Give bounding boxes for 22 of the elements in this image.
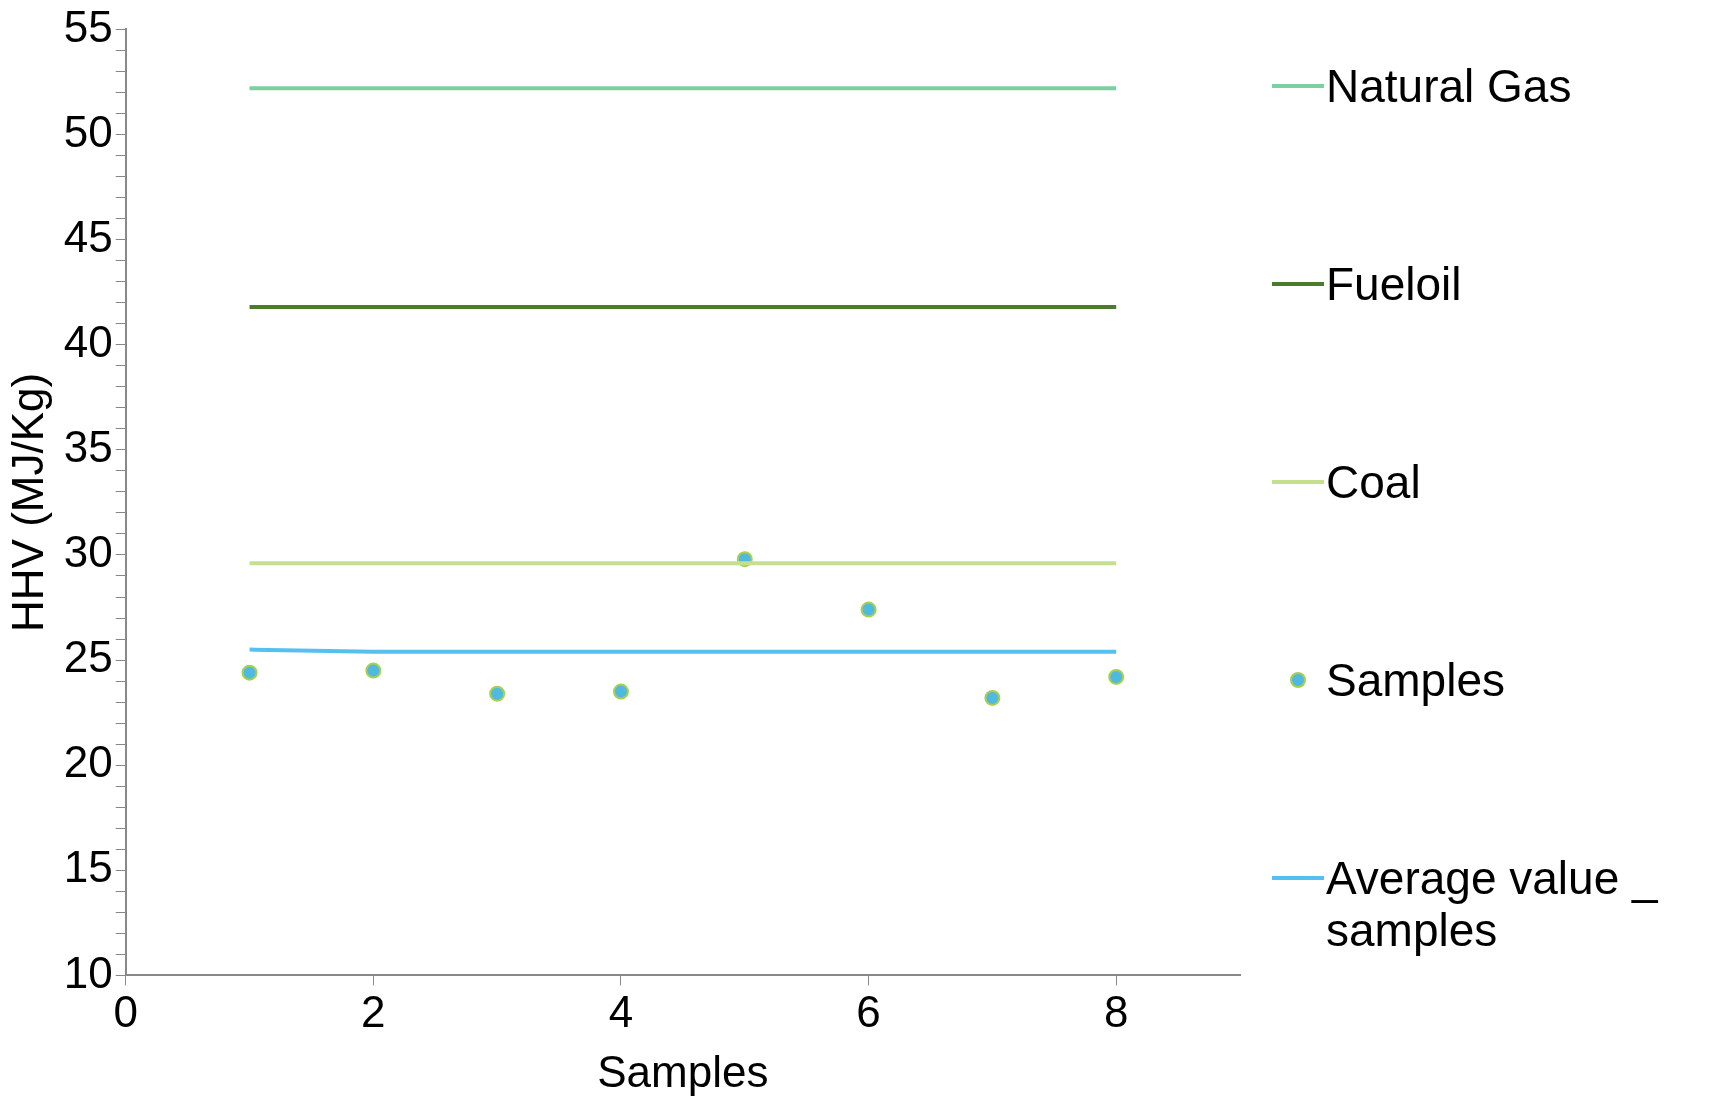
legend-label: Fueloil [1326,258,1462,310]
x-tick-label: 4 [608,986,634,1036]
legend-label: Samples [1326,654,1505,706]
y-tick-label: 40 [63,316,113,366]
y-tick-label: 15 [63,842,113,892]
legend-label: Natural Gas [1326,60,1572,112]
y-tick-label: 25 [63,632,113,682]
y-tick-label: 20 [63,737,113,787]
x-tick-label: 6 [856,986,881,1036]
y-tick-label: 55 [63,1,113,51]
x-tick-label: 2 [361,986,386,1036]
x-axis-title: Samples [597,1046,769,1096]
legend-label: Average value _ samples [1326,852,1659,956]
legend-label: Coal [1326,456,1421,508]
x-tick-label: 8 [1103,986,1129,1036]
y-tick-label: 30 [63,527,113,577]
y-tick-label: 50 [63,106,113,156]
y-tick-label: 10 [63,947,113,997]
y-tick-label: 45 [63,211,113,261]
y-tick-label: 35 [63,421,113,471]
y-axis-title: HHV (MJ/Kg) [2,372,52,632]
x-tick-label: 0 [113,986,138,1036]
